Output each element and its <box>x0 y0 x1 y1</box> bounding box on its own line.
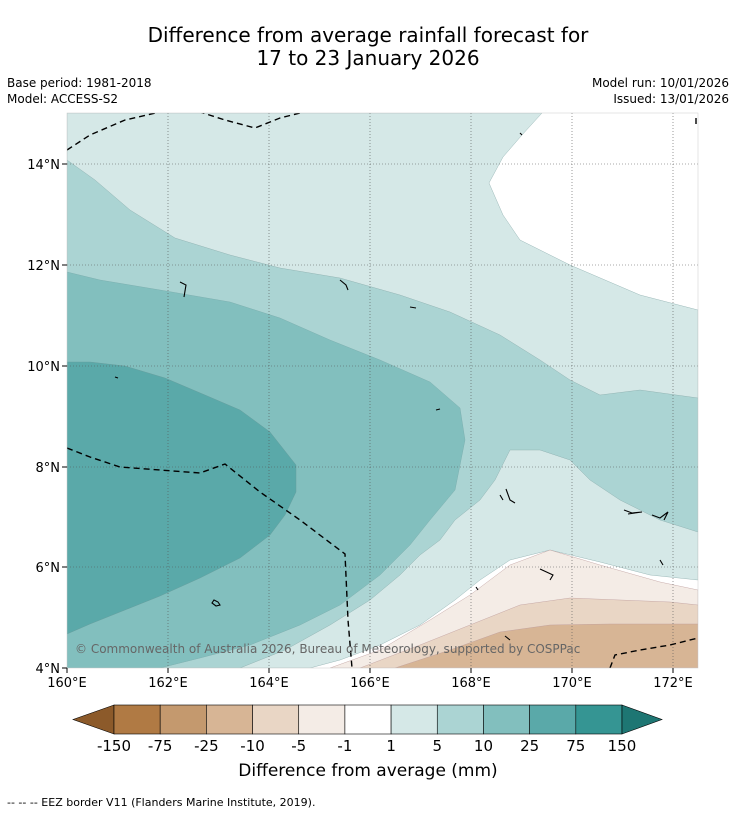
colorbar-arrow-low <box>72 704 115 735</box>
lon-label: 164°E <box>249 676 289 691</box>
title-line-1: Difference from average rainfall forecas… <box>147 23 589 47</box>
lat-label: 14°N <box>27 158 60 173</box>
colorbar-swatch <box>529 704 577 735</box>
title-line-2: 17 to 23 January 2026 <box>256 46 480 70</box>
eez-borders <box>67 113 698 668</box>
copyright-watermark: © Commonwealth of Australia 2026, Bureau… <box>75 642 580 656</box>
lat-label: 6°N <box>36 561 61 576</box>
model-run: Model run: 10/01/2026 <box>591 76 729 90</box>
lat-label: 10°N <box>27 360 60 375</box>
contour-band-25-to-75 <box>67 361 297 635</box>
colorbar-tick-label: 5 <box>432 737 442 755</box>
colorbar-tick-label: -150 <box>97 737 131 755</box>
colorbar-tick-label: -25 <box>194 737 219 755</box>
lon-label: 162°E <box>148 676 188 691</box>
lon-label: 172°E <box>653 676 693 691</box>
colorbar-swatch <box>159 704 207 735</box>
colorbar-tick-label: 10 <box>474 737 493 755</box>
lat-label: 12°N <box>27 259 60 274</box>
colorbar-tick-label: 1 <box>386 737 396 755</box>
colorbar-swatch <box>390 704 438 735</box>
colorbar-tick-label: -5 <box>291 737 306 755</box>
latitude-labels: 14°N 12°N 10°N 8°N 6°N 4°N <box>27 158 60 677</box>
colorbar-tick-label: -75 <box>148 737 173 755</box>
lat-label: 4°N <box>36 662 61 677</box>
issued-date: Issued: 13/01/2026 <box>613 92 729 106</box>
colorbar-label: Difference from average (mm) <box>238 761 498 781</box>
colorbar-swatch <box>575 704 623 735</box>
graticule <box>67 113 698 668</box>
colorbar-swatch <box>206 704 253 735</box>
lon-label: 170°E <box>552 676 592 691</box>
base-period: Base period: 1981-2018 <box>7 76 152 90</box>
colorbar-swatch <box>252 704 300 735</box>
rainfall-contours: © Commonwealth of Australia 2026, Bureau… <box>67 113 698 668</box>
colorbar-swatch <box>483 704 530 735</box>
lon-label: 160°E <box>47 676 87 691</box>
colorbar-tick-label: 150 <box>608 737 637 755</box>
map-frame <box>66 112 699 669</box>
colorbar-swatch <box>436 704 484 735</box>
colorbar-arrow-high <box>621 704 663 735</box>
longitude-labels: 160°E 162°E 164°E 166°E 168°E 170°E 172°… <box>47 676 693 691</box>
colorbar: -150 -75 -25 -10 -5 -1 1 5 10 25 75 150 <box>72 704 663 755</box>
colorbar-tick-label: 75 <box>566 737 585 755</box>
axis-ticks <box>62 163 674 673</box>
model-name: Model: ACCESS-S2 <box>7 92 119 106</box>
colorbar-tick-label: -1 <box>337 737 352 755</box>
meta-right: Model run: 10/01/2026 Issued: 13/01/2026 <box>592 75 729 107</box>
colorbar-swatch <box>113 704 161 735</box>
colorbar-swatch <box>298 704 346 735</box>
island-outlines <box>114 132 669 641</box>
lon-label: 168°E <box>451 676 491 691</box>
lon-label: 166°E <box>350 676 390 691</box>
colorbar-tick-label: -10 <box>240 737 265 755</box>
colorbar-tick-label: 25 <box>520 737 539 755</box>
lat-label: 8°N <box>36 461 61 476</box>
colorbar-swatch <box>344 704 392 735</box>
footnote: -- -- -- EEZ border V11 (Flanders Marine… <box>7 796 316 809</box>
meta-left: Base period: 1981-2018 Model: ACCESS-S2 <box>7 75 152 107</box>
